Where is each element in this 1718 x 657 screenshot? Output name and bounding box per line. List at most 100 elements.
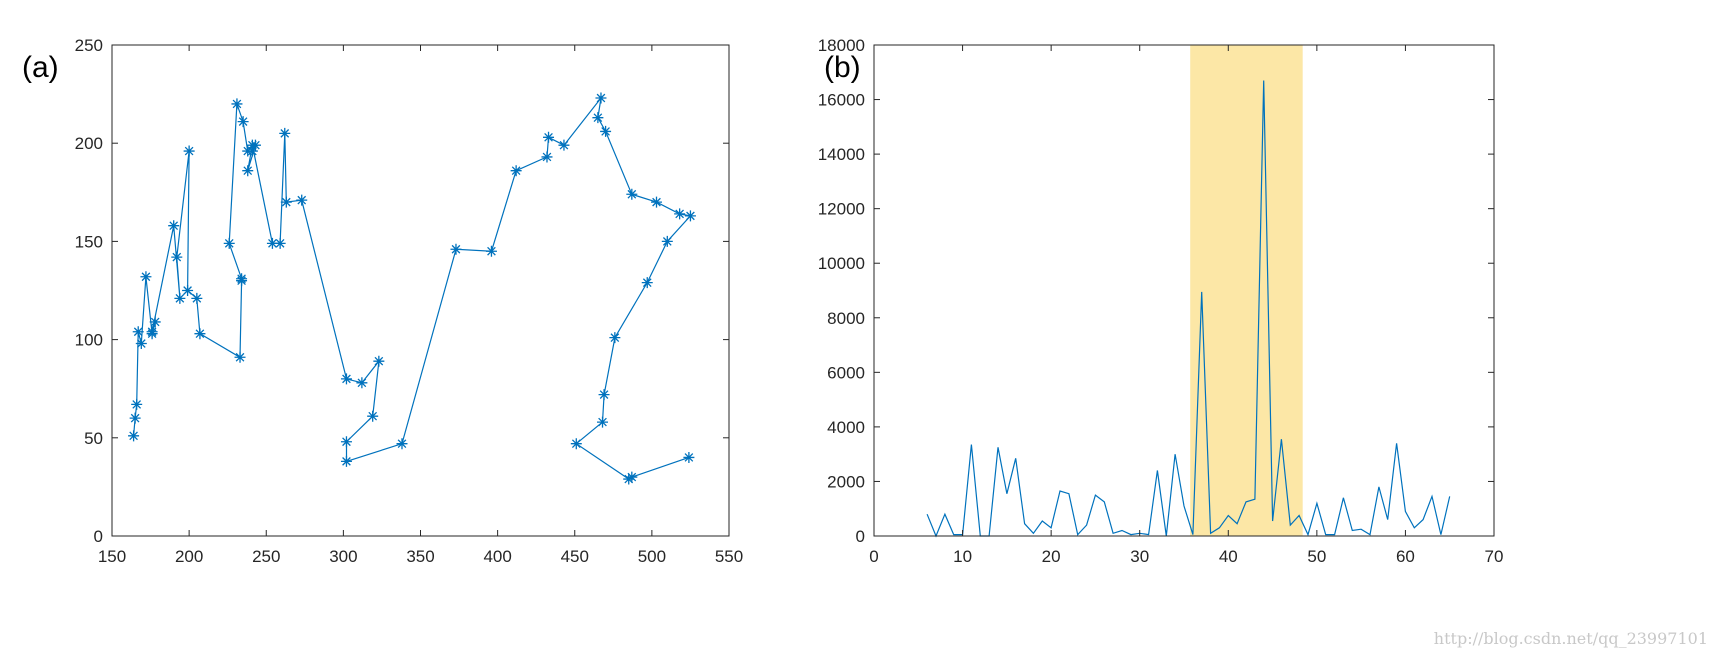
panel-b-label: (b): [824, 51, 861, 84]
chart-a-data-point: [674, 208, 686, 220]
chart-a-data-point: [597, 416, 609, 428]
chart-a-data-point: [194, 328, 206, 340]
chart-b-y-tick-label: 4000: [827, 418, 865, 437]
chart-a-data-point: [242, 165, 254, 177]
chart-a-x-tick-label: 300: [329, 547, 357, 566]
chart-a-data-point: [128, 430, 140, 442]
chart-b-y-tick-label: 10000: [818, 254, 865, 273]
chart-a-data-point: [641, 277, 653, 289]
chart-a-data-point: [609, 332, 621, 344]
chart-a-data-point: [340, 373, 352, 385]
chart-b-y-tick-label: 16000: [818, 91, 865, 110]
chart-b-highlight-band: [1190, 45, 1303, 536]
chart-a-x-tick-label: 350: [406, 547, 434, 566]
chart-a-data-point: [367, 410, 379, 422]
chart-a-y-tick-label: 250: [75, 36, 103, 55]
chart-a-data-point: [296, 194, 308, 206]
chart-b-y-tick-label: 2000: [827, 472, 865, 491]
chart-b-y-tick-label: 0: [856, 527, 865, 546]
chart-a-x-tick-label: 200: [175, 547, 203, 566]
chart-a-data-point: [140, 271, 152, 283]
panel-a-label: (a): [22, 51, 59, 84]
chart-a-data-point: [570, 438, 582, 450]
chart-a-y-tick-label: 0: [94, 527, 103, 546]
chart-a-data-point: [234, 351, 246, 363]
chart-a-y-tick-label: 200: [75, 134, 103, 153]
chart-a-data-point: [485, 245, 497, 257]
chart-a-data-point: [149, 316, 161, 328]
chart-a-data-point: [595, 92, 607, 104]
chart-a-y-tick-label: 100: [75, 331, 103, 350]
chart-a-data-point: [450, 243, 462, 255]
chart-b-y-tick-label: 12000: [818, 200, 865, 219]
chart-a-data-point: [280, 196, 292, 208]
chart-b-y-tick-label: 18000: [818, 36, 865, 55]
chart-a-data-point: [279, 127, 291, 139]
chart-a-data-point: [183, 145, 195, 157]
chart-b-x-tick-label: 0: [869, 547, 878, 566]
chart-a-data-point: [626, 471, 638, 483]
chart-a-data-point: [168, 220, 180, 232]
chart-a-data-point: [146, 326, 158, 338]
chart-a-x-tick-label: 150: [98, 547, 126, 566]
chart-a-data-point: [266, 237, 278, 249]
chart-a-data-point: [129, 412, 141, 424]
chart-a-data-point: [246, 139, 258, 151]
chart-a-data-point: [683, 451, 695, 463]
chart-a-data-point: [626, 188, 638, 200]
chart-a-data-point: [684, 210, 696, 222]
chart-a-scatter-line: 150 200 250 300 350 400 450 500 550 0 50 100 150 200 2…: [75, 36, 744, 566]
chart-b-x-tick-label: 30: [1130, 547, 1149, 566]
chart-a-x-tick-label: 250: [252, 547, 280, 566]
chart-a-data-point: [236, 273, 248, 285]
chart-b-x-tick-label: 40: [1219, 547, 1238, 566]
chart-a-data-point: [174, 292, 186, 304]
chart-b-axes-box: [873, 44, 1495, 537]
chart-a-data-point: [171, 251, 183, 263]
chart-b-x-tick-label: 50: [1307, 547, 1326, 566]
chart-a-data-point: [373, 355, 385, 367]
chart-b-y-tick-label: 14000: [818, 145, 865, 164]
watermark-text: http://blog.csdn.net/qq_23997101: [1434, 629, 1708, 648]
chart-b-series-line: [926, 80, 1451, 538]
chart-a-data-point: [131, 398, 143, 410]
chart-a-x-tick-label: 450: [561, 547, 589, 566]
chart-b-y-tick-label: 8000: [827, 309, 865, 328]
chart-a-data-point: [623, 473, 635, 485]
chart-a-data-point: [274, 237, 286, 249]
chart-a-data-point: [541, 151, 553, 163]
chart-a-data-point: [661, 235, 673, 247]
chart-a-x-tick-label: 550: [715, 547, 743, 566]
chart-a-data-point: [132, 326, 144, 338]
chart-a-data-point: [558, 139, 570, 151]
chart-a-data-point: [223, 237, 235, 249]
chart-a-data-point: [356, 377, 368, 389]
chart-a-data-point: [135, 338, 147, 350]
chart-b-y-tick-label: 6000: [827, 363, 865, 382]
chart-a-data-point: [592, 112, 604, 124]
chart-a-data-point: [231, 98, 243, 110]
chart-a-data-point: [191, 292, 203, 304]
chart-a-y-tick-label: 50: [84, 429, 103, 448]
chart-a-data-point: [651, 196, 663, 208]
chart-a-data-point: [246, 145, 258, 157]
chart-b-x-tick-label: 60: [1396, 547, 1415, 566]
chart-a-data-point: [182, 285, 194, 296]
chart-a-data-point: [598, 389, 610, 401]
chart-a-x-tick-label: 500: [638, 547, 666, 566]
chart-a-data-point: [340, 436, 352, 448]
chart-a-data-point: [396, 438, 408, 450]
chart-a-data-point: [340, 455, 352, 467]
chart-b-line-plot: 0 10 20 30 40 50 60 70 0 2000 4000 6000 8000 10000 120…: [818, 36, 1504, 566]
chart-b-x-tick-label: 70: [1485, 547, 1504, 566]
chart-a-data-point: [510, 165, 522, 177]
chart-a-axes-box: [111, 44, 730, 537]
chart-a-x-tick-label: 400: [483, 547, 511, 566]
chart-b-x-tick-label: 10: [953, 547, 972, 566]
chart-a-data-point: [600, 125, 612, 137]
chart-a-data-point: [237, 116, 249, 128]
chart-a-data-point: [543, 131, 555, 143]
chart-b-x-tick-label: 20: [1042, 547, 1061, 566]
chart-a-y-tick-label: 150: [75, 232, 103, 251]
